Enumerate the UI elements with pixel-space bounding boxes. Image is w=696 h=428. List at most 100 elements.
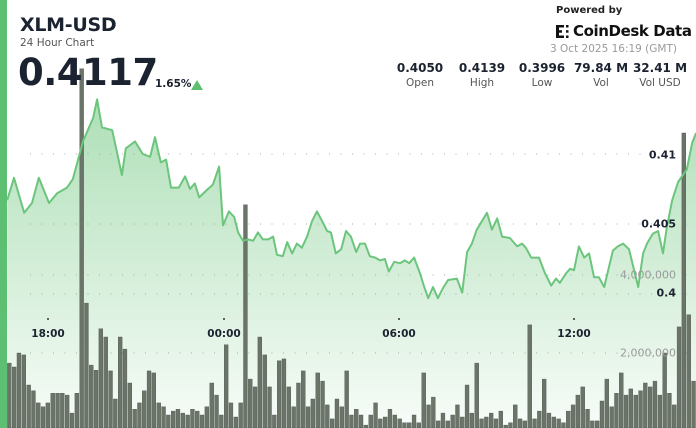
stat-vol-usd: 32.41 M Vol USD <box>628 61 692 89</box>
volume-bar <box>575 394 581 428</box>
x-tick-marks <box>47 318 575 320</box>
volume-bar <box>657 394 663 428</box>
volume-bar <box>416 422 421 428</box>
volume-bar <box>334 398 340 428</box>
volume-bar <box>691 380 696 428</box>
volume-bar <box>219 414 224 428</box>
volume-bar <box>672 404 677 428</box>
y-tick-label: 0.405 <box>641 217 676 231</box>
volume-bar <box>301 370 306 428</box>
volume-bar <box>445 420 450 428</box>
stat-value: 0.3996 <box>518 61 566 75</box>
volume-bar <box>223 344 229 428</box>
current-price: 0.4117 <box>18 51 158 94</box>
volume-bar <box>98 328 104 428</box>
volume-bar <box>590 420 595 428</box>
volume-bar <box>378 418 383 428</box>
volume-bar <box>493 418 499 428</box>
volume-bar <box>561 422 566 428</box>
volume-bar <box>498 410 503 428</box>
volume-bar <box>460 416 465 428</box>
x-tick-label: 12:00 <box>557 328 591 340</box>
price-change: 1.65% <box>155 78 192 90</box>
volume-bar <box>623 394 629 428</box>
x-tick-label: 00:00 <box>207 328 241 340</box>
stat-vol: 79.84 M Vol <box>569 61 633 89</box>
volume-bar <box>440 412 446 428</box>
up-arrow-icon <box>191 80 203 90</box>
volume-bar <box>89 364 94 428</box>
volume-bar <box>199 414 205 428</box>
volume-bar <box>161 406 166 428</box>
volume-bar <box>517 418 523 428</box>
volume-bar <box>556 418 561 428</box>
volume-bar <box>262 354 267 428</box>
volume-bar <box>11 366 17 428</box>
volume-bar <box>354 409 359 428</box>
volume-bar <box>513 404 518 428</box>
volume-bar <box>277 360 282 428</box>
x-tick-label: 06:00 <box>382 328 416 340</box>
volume-bar <box>166 414 171 428</box>
volume-bar <box>281 358 287 428</box>
volume-bar <box>667 393 672 428</box>
volume-bar <box>84 302 89 428</box>
volume-bar <box>652 380 658 428</box>
volume-bar <box>137 402 142 428</box>
volume-bar <box>209 382 214 428</box>
chart-title: XLM-USD <box>20 14 117 36</box>
volume-bar <box>358 414 364 428</box>
volume-bar <box>681 132 687 428</box>
volume-bar <box>402 422 407 428</box>
volume-bar <box>643 382 648 428</box>
volume-bar <box>233 416 238 428</box>
volume-bar <box>580 386 585 428</box>
volume-bar <box>21 354 26 428</box>
stat-value: 0.4050 <box>396 61 444 75</box>
volume-tick-label: 4,000,000 <box>620 268 676 282</box>
volume-bar <box>638 390 643 428</box>
volume-bar <box>339 406 344 428</box>
volume-bar <box>537 410 542 428</box>
volume-bar <box>407 422 412 428</box>
volume-bar <box>127 382 133 428</box>
volume-bar <box>45 402 51 428</box>
volume-bar <box>479 418 484 428</box>
volume-bar <box>175 409 181 428</box>
volume-bar <box>570 404 576 428</box>
stat-open: 0.4050 Open <box>388 61 452 89</box>
volume-bar <box>662 352 667 428</box>
volume-bar <box>455 404 460 428</box>
volume-bar <box>426 404 431 428</box>
volume-bar <box>527 324 532 428</box>
volume-bar <box>252 386 258 428</box>
volume-bar <box>595 420 600 428</box>
volume-bar <box>55 393 60 428</box>
volume-bar <box>551 416 557 428</box>
volume-bars <box>7 68 696 428</box>
volume-bar <box>156 402 161 428</box>
volume-bar <box>542 378 547 428</box>
volume-bar <box>368 414 373 428</box>
volume-bar <box>392 414 397 428</box>
volume-bar <box>79 68 84 428</box>
coindesk-data-logo[interactable]: CoinDesk Data <box>555 22 692 40</box>
stat-label: Low <box>531 77 553 89</box>
x-tick-mark <box>573 318 575 320</box>
volume-bar <box>267 386 272 428</box>
volume-bar <box>257 336 262 428</box>
volume-bar <box>151 372 156 428</box>
volume-bar <box>296 382 301 428</box>
price-area <box>7 99 696 428</box>
volume-bar <box>431 396 436 428</box>
stat-value: 79.84 M <box>573 61 629 75</box>
volume-bar <box>450 414 455 428</box>
volume-bar <box>228 402 234 428</box>
x-tick-mark <box>223 318 225 320</box>
volume-bar <box>436 420 441 428</box>
x-tick-mark <box>47 318 49 320</box>
volume-bar <box>142 390 147 428</box>
volume-bar <box>474 362 479 428</box>
volume-bar <box>373 402 378 428</box>
